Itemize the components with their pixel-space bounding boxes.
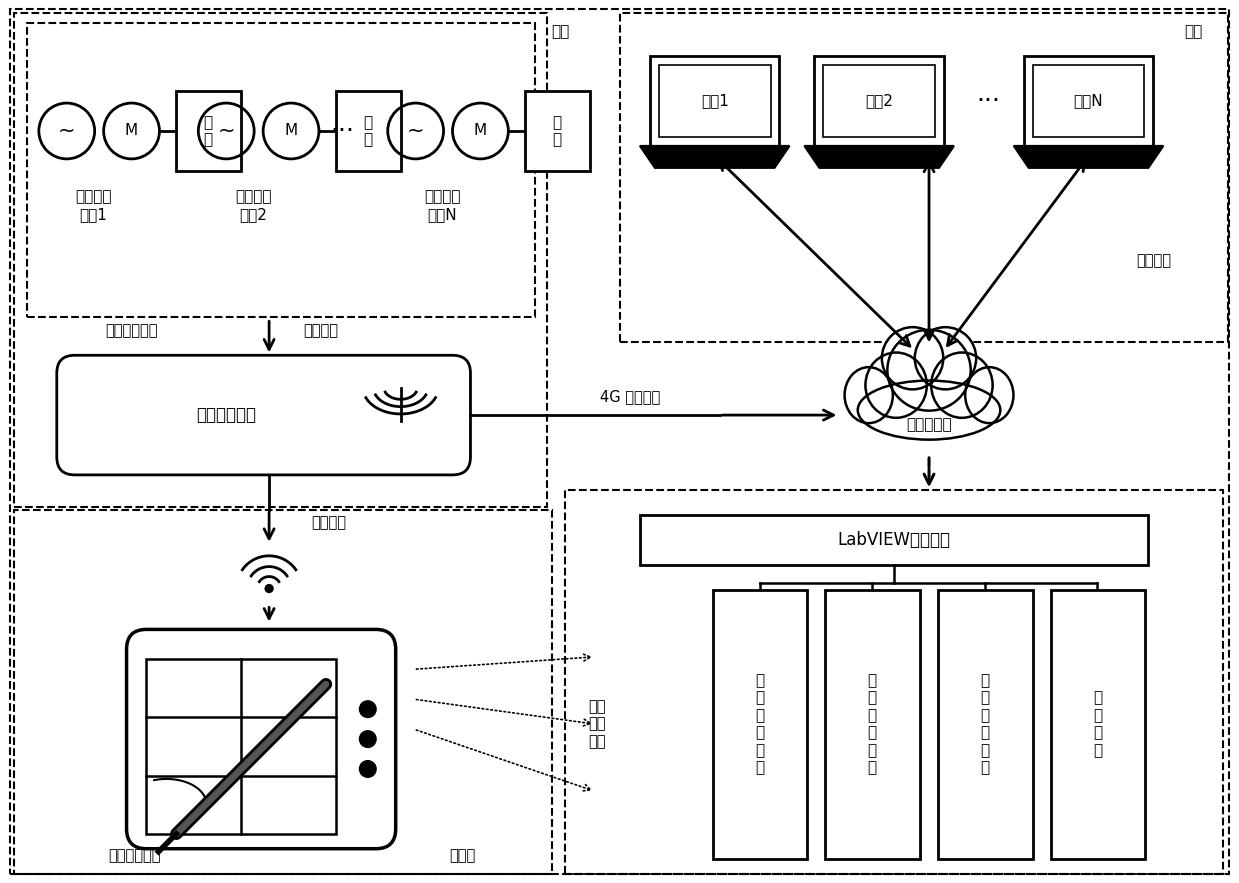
Text: ···: ··· xyxy=(331,119,354,143)
Text: M: M xyxy=(285,124,297,139)
Circle shape xyxy=(359,701,375,717)
Text: 工业平板电脑: 工业平板电脑 xyxy=(109,849,161,864)
Text: 负
载: 负 载 xyxy=(203,115,213,147)
Text: 4G 路由模块: 4G 路由模块 xyxy=(600,389,660,404)
Bar xyxy=(1032,65,1145,137)
Ellipse shape xyxy=(914,328,976,389)
Bar xyxy=(176,91,242,170)
Text: 用户1: 用户1 xyxy=(701,94,729,109)
Polygon shape xyxy=(804,146,954,168)
Bar xyxy=(814,57,944,146)
Text: 算
法
实
时
分
析: 算 法 实 时 分 析 xyxy=(867,673,877,775)
Text: 负
载: 负 载 xyxy=(553,115,561,147)
Bar xyxy=(639,515,1149,564)
Text: 网页发布: 网页发布 xyxy=(1136,253,1171,268)
Text: LabVIEW软件平台: LabVIEW软件平台 xyxy=(838,531,950,548)
Ellipse shape xyxy=(887,329,970,411)
Bar xyxy=(1051,590,1145,858)
Bar xyxy=(14,509,553,873)
Bar xyxy=(824,65,935,137)
Text: ···: ··· xyxy=(976,89,1001,113)
FancyBboxPatch shape xyxy=(126,630,395,849)
Text: 故障
分析
模块: 故障 分析 模块 xyxy=(589,699,606,749)
FancyBboxPatch shape xyxy=(57,355,471,475)
Bar xyxy=(825,590,921,858)
Text: 调度室: 调度室 xyxy=(450,849,476,864)
Text: 用户N: 用户N xyxy=(1074,94,1104,109)
Bar xyxy=(1023,57,1154,146)
Circle shape xyxy=(359,731,375,747)
Text: 电机驱动
系统1: 电机驱动 系统1 xyxy=(76,190,112,222)
Ellipse shape xyxy=(882,328,943,389)
Ellipse shape xyxy=(857,381,1000,440)
Circle shape xyxy=(359,761,375,777)
Text: 远程: 远程 xyxy=(1184,24,1202,39)
Bar xyxy=(146,660,336,834)
Text: 电压电流: 电压电流 xyxy=(304,323,338,338)
Text: 信号处理模块: 信号处理模块 xyxy=(196,406,256,424)
Text: 无线信号: 无线信号 xyxy=(311,516,346,531)
Ellipse shape xyxy=(845,367,893,423)
Bar xyxy=(336,91,400,170)
Ellipse shape xyxy=(865,352,927,418)
Bar xyxy=(14,13,548,507)
Text: 电机驱动
系统2: 电机驱动 系统2 xyxy=(235,190,271,222)
Bar xyxy=(659,65,771,137)
Text: 用户2: 用户2 xyxy=(865,94,893,109)
Text: ~: ~ xyxy=(218,121,235,141)
Polygon shape xyxy=(1014,146,1163,168)
Bar xyxy=(938,590,1032,858)
Text: 结
果
实
时
显
示: 结 果 实 时 显 示 xyxy=(980,673,990,775)
Text: M: M xyxy=(125,124,138,139)
Bar xyxy=(27,23,535,317)
Ellipse shape xyxy=(965,367,1014,423)
Bar xyxy=(525,91,590,170)
Bar xyxy=(712,590,808,858)
Text: 云端服务器: 云端服务器 xyxy=(906,418,952,433)
Polygon shape xyxy=(639,146,789,168)
Ellipse shape xyxy=(932,352,992,418)
Text: 负
载: 负 载 xyxy=(363,115,373,147)
Text: 数据采集模块: 数据采集模块 xyxy=(105,323,157,338)
Bar xyxy=(565,490,1223,873)
Circle shape xyxy=(265,585,273,592)
Bar xyxy=(650,57,779,146)
Bar xyxy=(620,13,1228,343)
Text: 现场: 现场 xyxy=(551,24,569,39)
Text: M: M xyxy=(473,124,487,139)
Text: ~: ~ xyxy=(58,121,76,141)
Text: 参
数
设
置: 参 数 设 置 xyxy=(1093,691,1101,758)
Text: ~: ~ xyxy=(406,121,425,141)
Text: 电机驱动
系统N: 电机驱动 系统N xyxy=(424,190,461,222)
Text: 信
号
实
时
采
集: 信 号 实 时 采 集 xyxy=(755,673,764,775)
